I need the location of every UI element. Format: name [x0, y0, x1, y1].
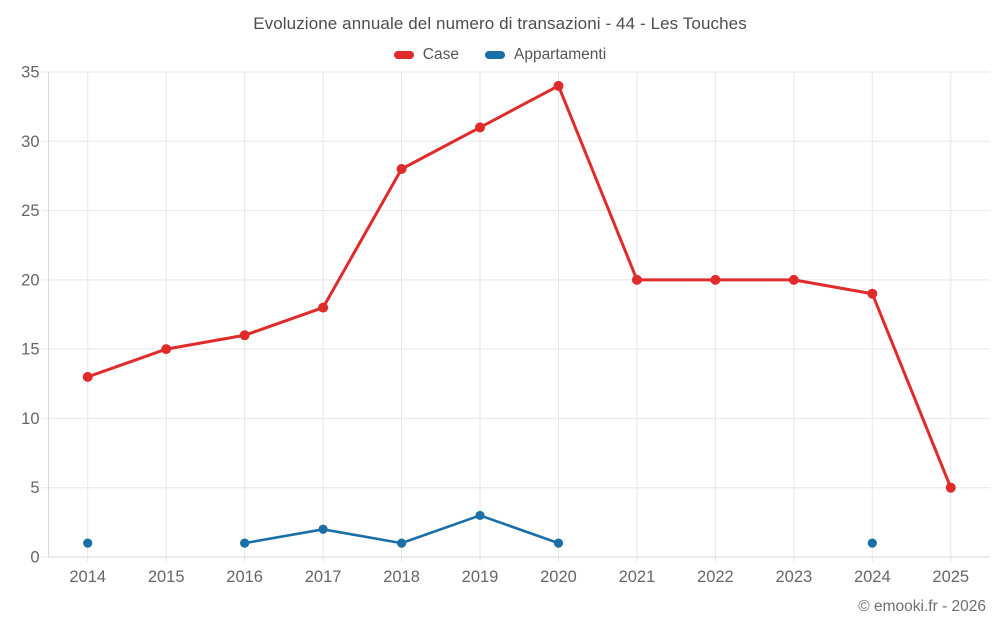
y-axis-label: 5	[30, 479, 39, 497]
y-axis-label: 35	[21, 64, 39, 82]
case-point[interactable]	[475, 122, 486, 133]
legend-label: Appartamenti	[513, 46, 607, 63]
x-axis-label: 2019	[462, 568, 499, 586]
x-axis-label: 2017	[305, 568, 342, 586]
case-point[interactable]	[161, 344, 172, 355]
y-axis-label: 15	[21, 341, 39, 359]
x-axis-label: 2015	[148, 568, 185, 586]
x-axis-label: 2025	[932, 568, 969, 586]
y-axis-label: 10	[21, 410, 39, 428]
case-point[interactable]	[396, 164, 407, 174]
case-point[interactable]	[318, 302, 329, 313]
y-axis-label: 30	[21, 133, 39, 151]
x-axis-label: 2021	[619, 568, 656, 586]
x-axis-label: 2020	[540, 568, 577, 586]
case-point[interactable]	[82, 371, 93, 382]
x-axis-label: 2023	[775, 568, 812, 586]
case-point[interactable]	[239, 330, 250, 341]
x-axis-label: 2022	[697, 568, 734, 586]
legend-item-case[interactable]: Case	[393, 46, 459, 64]
x-axis-label: 2018	[383, 568, 420, 586]
appartamenti-point[interactable]	[867, 538, 877, 548]
case-point[interactable]	[553, 80, 564, 91]
y-axis-label: 25	[21, 202, 39, 220]
case-line	[86, 84, 953, 490]
x-axis-label: 2016	[226, 568, 263, 586]
appartamenti-point[interactable]	[83, 538, 93, 548]
appartamenti-point[interactable]	[475, 510, 485, 521]
case-point[interactable]	[867, 288, 878, 299]
legend-item-appartamenti[interactable]: Appartamenti	[484, 46, 607, 64]
y-axis-label: 20	[21, 271, 39, 289]
case-legend-swatch	[393, 51, 414, 59]
case-point[interactable]	[788, 274, 799, 285]
appartamenti-point[interactable]	[396, 538, 407, 548]
appartamenti-point[interactable]	[240, 538, 250, 548]
chart-title: Evoluzione annuale del numero di transaz…	[253, 14, 747, 33]
appartamenti-point[interactable]	[553, 538, 564, 548]
legend: Case Appartamenti	[0, 46, 1000, 64]
case-point[interactable]	[631, 274, 642, 285]
copyright-notice: © emooki.fr - 2026	[858, 598, 986, 615]
x-axis-label: 2024	[854, 568, 891, 586]
case-point[interactable]	[945, 482, 956, 493]
case-point[interactable]	[710, 274, 721, 285]
appartamenti-point[interactable]	[318, 524, 328, 534]
x-axis-label: 2014	[69, 568, 106, 586]
appartamenti-legend-swatch	[484, 51, 505, 59]
y-axis-label: 0	[30, 549, 39, 567]
legend-label: Case	[422, 46, 459, 63]
